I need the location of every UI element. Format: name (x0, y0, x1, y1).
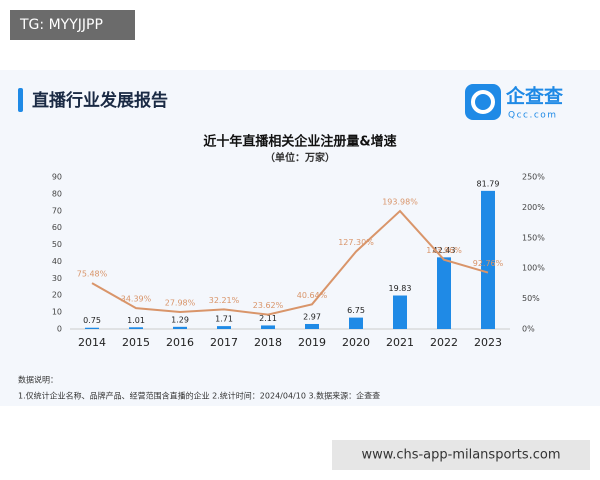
x-tick-label: 2021 (386, 336, 414, 349)
x-tick-label: 2016 (166, 336, 194, 349)
bar-value-label: 0.75 (83, 316, 101, 325)
x-tick-label: 2022 (430, 336, 458, 349)
x-tick-label: 2015 (122, 336, 150, 349)
y-tick-label: 0 (57, 325, 62, 334)
bar-value-label: 1.01 (127, 316, 145, 325)
bar-value-label: 1.71 (215, 315, 233, 324)
notes-heading: 数据说明： (18, 375, 58, 385)
overlay-box (332, 440, 590, 470)
x-tick-label: 2017 (210, 336, 238, 349)
y2-tick-label: 0% (522, 325, 535, 334)
chart-title: 近十年直播相关企业注册量&增速 (203, 134, 396, 150)
bar (173, 326, 187, 329)
line-value-label: 92.76% (473, 259, 504, 268)
bar (481, 190, 495, 329)
line-value-label: 27.98% (165, 298, 196, 307)
y-tick-label: 10 (52, 308, 62, 317)
bar-value-label: 2.97 (303, 312, 321, 321)
logo-mark (471, 90, 495, 114)
y2-tick-label: 100% (522, 264, 545, 273)
logo-domain: Qcc.com (508, 111, 558, 121)
bar (437, 257, 451, 329)
line-value-label: 127.30% (338, 238, 374, 247)
y2-tick-label: 200% (522, 203, 545, 212)
bar-value-label: 2.11 (259, 314, 277, 323)
bar (129, 327, 143, 329)
overlay-text: www.chs-app-milansports.com (361, 448, 560, 463)
bar (305, 323, 319, 329)
y-tick-label: 80 (52, 189, 62, 198)
line-value-label: 75.48% (77, 270, 108, 279)
line-value-label: 23.62% (253, 301, 284, 310)
overlay-box (10, 10, 135, 40)
bar (349, 317, 363, 329)
y-tick-label: 60 (52, 223, 62, 232)
y2-tick-label: 50% (522, 294, 540, 303)
bar-value-label: 1.29 (171, 315, 189, 324)
overlay-text: TG: MYYJJPP (19, 17, 103, 33)
logo-icon (465, 84, 501, 120)
y-tick-label: 30 (52, 274, 62, 283)
y-tick-label: 20 (52, 291, 62, 300)
line-value-label: 34.39% (121, 295, 152, 304)
y-tick-label: 70 (52, 206, 62, 215)
line-value-label: 32.21% (209, 296, 240, 305)
y-tick-label: 90 (52, 173, 62, 182)
x-tick-label: 2018 (254, 336, 282, 349)
card (0, 70, 600, 406)
line-value-label: 193.98% (382, 198, 418, 207)
header-title: 直播行业发展报告 (32, 90, 168, 111)
bar (217, 326, 231, 329)
x-tick-label: 2020 (342, 336, 370, 349)
bar-value-label: 19.83 (389, 284, 412, 293)
notes-text: 1.仅统计企业名称、品牌产品、经营范围含直播的企业 2.统计时间：2024/04… (18, 391, 380, 401)
x-tick-label: 2014 (78, 336, 106, 349)
bar (393, 295, 407, 329)
logo-name: 企查查 (505, 85, 564, 108)
y2-tick-label: 150% (522, 233, 545, 242)
bar (85, 327, 99, 329)
x-tick-label: 2019 (298, 336, 326, 349)
y2-tick-label: 250% (522, 173, 545, 182)
bar-value-label: 6.75 (347, 306, 365, 315)
x-tick-label: 2023 (474, 336, 502, 349)
line-value-label: 40.64% (297, 291, 328, 300)
y-tick-label: 40 (52, 257, 62, 266)
growth-line (91, 209, 489, 316)
line-value-label: 113.96% (426, 246, 462, 255)
bar-value-label: 81.79 (477, 179, 500, 188)
bar (261, 325, 275, 329)
chart-subtitle: （单位：万家） (265, 151, 335, 164)
bar-value-label: 42.43 (433, 246, 456, 255)
y-tick-label: 50 (52, 240, 62, 249)
header-accent (18, 88, 23, 112)
